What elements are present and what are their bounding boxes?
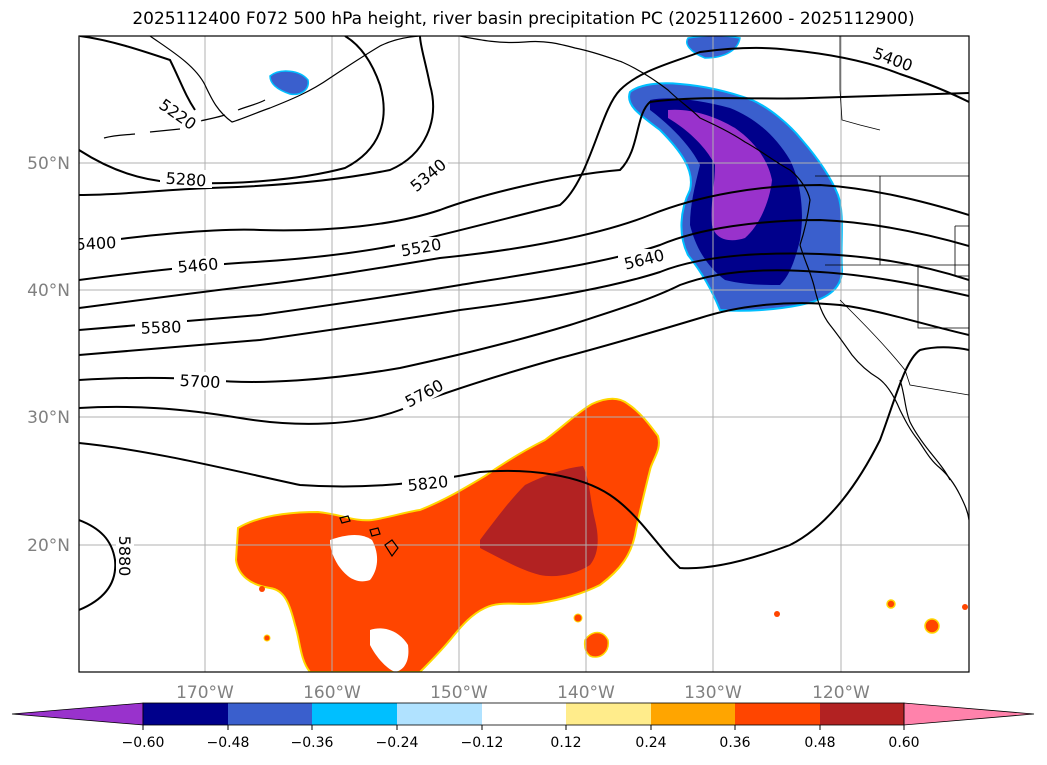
colorbar-segment	[143, 703, 228, 725]
contour-label-5280: 5280	[165, 169, 207, 191]
precip-positive-blob	[259, 586, 265, 592]
aleutian-islands	[149, 128, 181, 133]
precip-positive-blob	[924, 618, 940, 634]
precip-positive-blob	[962, 604, 968, 610]
lon-label-150w: 150°W	[430, 683, 488, 703]
contour-line	[79, 36, 435, 196]
gridlines	[79, 36, 969, 672]
colorbar-tick-label: −0.60	[122, 735, 165, 751]
contour-label-5700: 5700	[179, 371, 221, 392]
colorbar-frame	[142, 702, 905, 726]
colorbar-tick-label: −0.48	[207, 735, 250, 751]
lat-label-40n: 40°N	[27, 281, 70, 301]
lat-label-30n: 30°N	[27, 408, 70, 428]
contour-label-5460: 5460	[177, 254, 219, 276]
lat-label-50n: 50°N	[27, 154, 70, 174]
hawaii-island	[384, 539, 399, 558]
colorbar-tick-label: 0.24	[635, 735, 666, 751]
precip-positive-blob	[263, 634, 271, 642]
colorbar-segment	[228, 703, 312, 725]
contour-line	[79, 92, 969, 246]
colorbar-extend-high	[903, 702, 1035, 726]
baja-coast	[899, 379, 951, 481]
precip-positive-blob	[886, 599, 896, 609]
lat-label-20n: 20°N	[27, 536, 70, 556]
colorbar-tick-label: −0.24	[376, 735, 419, 751]
colorbar: −0.60 −0.48 −0.36 −0.24 −0.12 0.12 0.24 …	[11, 702, 1035, 751]
map-frame	[78, 35, 970, 673]
colorbar-tick-label: −0.36	[291, 735, 334, 751]
colorbar-tick-label: 0.36	[719, 735, 750, 751]
colorbar-segment	[820, 703, 904, 725]
contour-label-5580: 5580	[140, 317, 181, 337]
colorbar-tick-label: −0.12	[461, 735, 504, 751]
contour-line	[79, 36, 196, 111]
hawaii-island	[369, 527, 381, 537]
lon-label-170w: 170°W	[176, 683, 234, 703]
contour-line	[79, 218, 969, 331]
precip-positive-blob	[573, 613, 583, 623]
colorbar-segment	[312, 703, 397, 725]
contour-line	[79, 519, 117, 611]
contour-line	[79, 252, 969, 356]
contour-label-5400-west: 5400	[75, 233, 117, 254]
coastlines	[103, 36, 969, 558]
lon-label-160w: 160°W	[303, 683, 361, 703]
precip-negative-alaska	[269, 70, 309, 96]
lon-label-120w: 120°W	[812, 683, 870, 703]
lon-label-130w: 130°W	[684, 683, 742, 703]
us-west-coast	[799, 244, 969, 521]
precip-positive-core	[480, 466, 598, 577]
border-line	[839, 36, 881, 131]
colorbar-segment	[735, 703, 820, 725]
precip-gap	[370, 628, 409, 672]
precip-gap	[330, 535, 378, 582]
canada-coast	[459, 36, 811, 246]
lon-label-140w: 140°W	[557, 683, 615, 703]
precip-positive-blob	[774, 611, 780, 617]
precip-positive-blob	[583, 631, 609, 658]
height-contours	[79, 36, 969, 611]
contour-line	[79, 36, 385, 185]
latitude-axis: 50°N 40°N 30°N 20°N	[27, 154, 70, 556]
colorbar-extend-low	[11, 702, 144, 726]
contour-line	[79, 183, 969, 309]
colorbar-ticks	[142, 725, 905, 730]
contour-line	[79, 46, 969, 281]
colorbar-segment	[482, 703, 566, 725]
colorbar-tick-label: 0.12	[550, 735, 581, 751]
aleutian-islands	[237, 99, 266, 111]
longitude-axis: 170°W 160°W 150°W 140°W 130°W 120°W	[176, 683, 870, 703]
map-panel: 5220 5280 5340 5400 5400 5460 5520 5580 …	[75, 35, 970, 673]
colorbar-tick-label: 0.60	[888, 735, 919, 751]
colorbar-tick-label: 0.48	[804, 735, 835, 751]
contour-line	[79, 346, 969, 570]
precip-positive-main	[234, 397, 660, 672]
contour-label-5820: 5820	[407, 472, 449, 495]
contour-label-5880: 5880	[115, 536, 134, 577]
aleutian-islands	[103, 133, 136, 139]
positive-precip-area	[234, 397, 968, 672]
map-title: 2025112400 F072 500 hPa height, river ba…	[132, 9, 915, 29]
hawaii-island	[339, 515, 351, 524]
alaska-coast	[149, 36, 421, 123]
contour-line	[79, 302, 969, 425]
colorbar-segment	[566, 703, 651, 725]
colorbar-segment	[651, 703, 735, 725]
colorbar-segment	[397, 703, 482, 725]
